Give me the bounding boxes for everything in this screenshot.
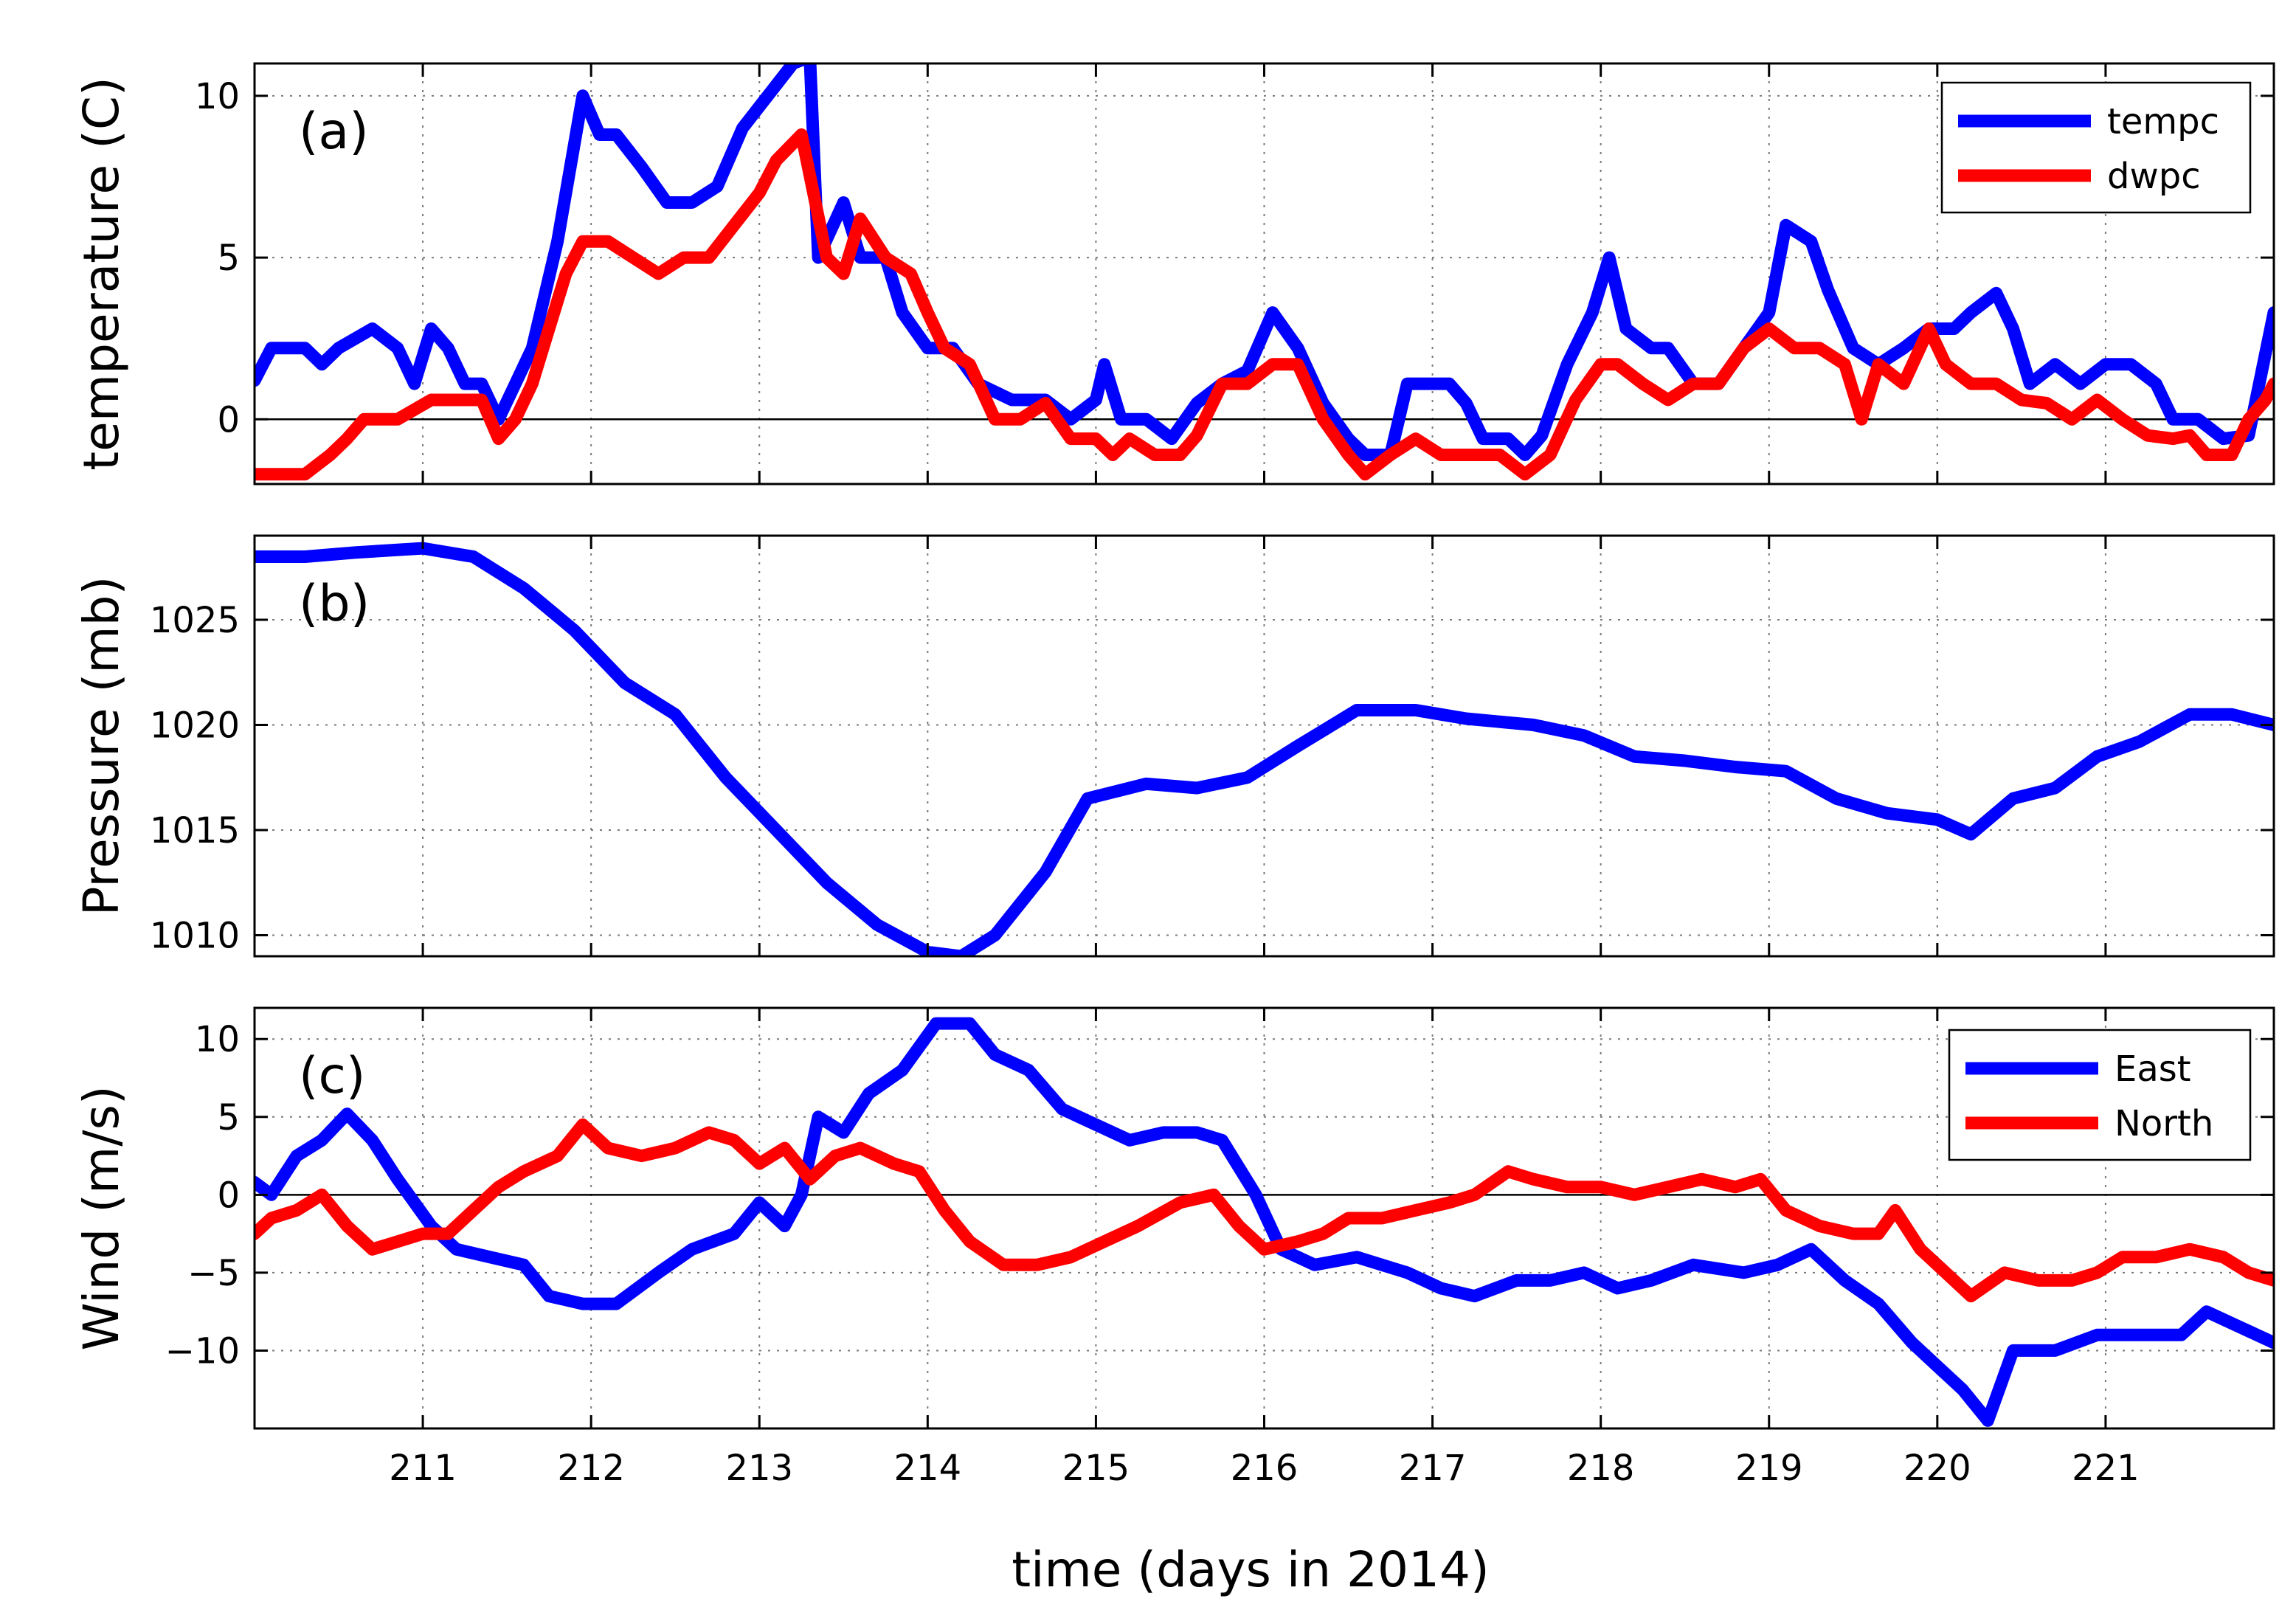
y-tick-label: 0 — [217, 1175, 240, 1216]
series-line-dwpc — [255, 128, 2274, 481]
panel-label: (a) — [299, 103, 369, 161]
x-tick-label: 211 — [389, 1448, 457, 1489]
panel-label: (b) — [299, 575, 370, 633]
legend-box — [1940, 81, 2252, 214]
legend: East North — [1948, 1029, 2252, 1161]
x-tick-label: 220 — [1903, 1448, 1971, 1489]
x-tick-label: 213 — [725, 1448, 793, 1489]
x-tick-label: 221 — [2072, 1448, 2140, 1489]
y-tick-label: −10 — [165, 1330, 240, 1372]
y-tick-label: 1015 — [150, 810, 240, 851]
legend-label-dwpc: dwpc — [2107, 156, 2201, 197]
y-tick-label: 10 — [195, 76, 240, 117]
x-axis-label: time (days in 2014) — [1012, 1541, 1489, 1598]
legend-label-North: North — [2115, 1103, 2213, 1144]
y-tick-label: 5 — [217, 1097, 240, 1138]
x-tick-label: 214 — [894, 1448, 962, 1489]
y-axis-label: Wind (m/s) — [73, 1085, 130, 1350]
series-line-North — [255, 1118, 2274, 1303]
x-tick-label: 219 — [1735, 1448, 1803, 1489]
y-tick-label: 0 — [217, 399, 240, 440]
series-group — [255, 542, 2274, 956]
panel-2: 1010 1015 1020 1025 Pressure (mb) (b) — [73, 534, 2275, 958]
y-axis-label: temperature (C) — [73, 77, 130, 470]
y-tick-label: 1010 — [150, 916, 240, 957]
legend-label-tempc: tempc — [2107, 101, 2219, 142]
y-tick-label: −5 — [187, 1253, 240, 1294]
y-tick-label: 10 — [195, 1019, 240, 1060]
panel-label: (c) — [299, 1047, 365, 1105]
legend-label-East: East — [2115, 1048, 2191, 1090]
y-tick-label: 5 — [217, 238, 240, 279]
panel-3: −10 −5 0 5 10 211 212 213 214 215 216 217 218 219 220 2… — [73, 1006, 2275, 1489]
series-line-East — [255, 1017, 2274, 1427]
legend-box — [1948, 1029, 2252, 1161]
x-tick-label: 217 — [1399, 1448, 1467, 1489]
series-group — [255, 63, 2274, 481]
series-line-pressure — [255, 542, 2274, 956]
y-tick-label: 1020 — [150, 705, 240, 747]
legend: tempc dwpc — [1940, 81, 2252, 214]
y-axis-label: Pressure (mb) — [73, 576, 130, 916]
panel-1: 0 5 10 temperature (C) (a) tempc dwpc — [73, 62, 2275, 485]
series-group — [255, 1017, 2274, 1427]
x-tick-label: 215 — [1062, 1448, 1130, 1489]
x-tick-label: 216 — [1231, 1448, 1299, 1489]
y-tick-label: 1025 — [150, 600, 240, 641]
x-tick-label: 218 — [1567, 1448, 1635, 1489]
x-tick-label: 212 — [557, 1448, 625, 1489]
